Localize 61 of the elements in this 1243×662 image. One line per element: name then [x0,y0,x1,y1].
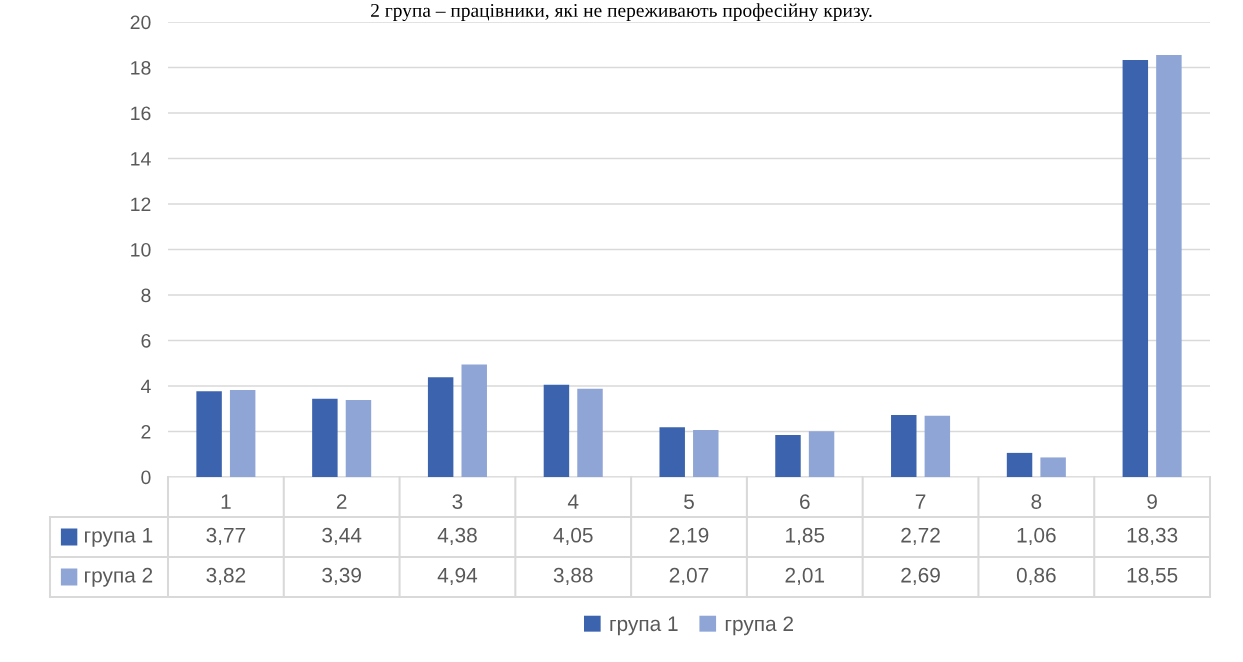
bar [196,391,222,477]
legend-label: група 2 [85,567,153,587]
y-tick-label: 6 [141,333,151,348]
legend-label: група 1 [85,528,153,547]
x-tick-label: 7 [915,494,926,509]
data-label: 3,39 [322,567,361,586]
data-label: 18,33 [1127,527,1178,546]
text: група 1 [610,616,678,636]
bar [229,390,256,477]
data-label: 0,86 [1016,567,1056,586]
bar [693,429,719,477]
data-label: 3,88 [553,567,593,586]
data-label: 4,94 [437,567,478,586]
bar [427,377,454,477]
bar [1006,452,1033,477]
data-label: 2,72 [901,527,940,546]
y-tick-label: 0 [141,470,151,485]
bar [891,415,917,477]
y-tick-label: 16 [131,106,151,121]
x-tick-label: 4 [567,494,579,509]
data-label: 1,06 [1017,527,1056,546]
data-label: 3,44 [322,527,362,546]
bar [924,415,951,477]
text: 2 група – працівники, які не переживають професійну кризу. [371,3,872,21]
bar [345,399,372,477]
data-label: 2,19 [669,527,709,546]
y-tick-label: 18 [131,60,151,75]
y-tick-label: 8 [141,288,151,303]
y-tick-label: 20 [130,15,151,30]
data-label: 2,07 [669,567,709,586]
bar [543,384,570,477]
y-tick-label: 4 [140,379,151,394]
data-label: 4,38 [437,527,477,546]
y-tick-label: 10 [131,242,151,257]
x-tick-label: 1 [221,494,231,509]
bar [577,388,603,477]
x-tick-label: 3 [452,494,463,509]
x-tick-label: 8 [1031,494,1042,509]
bar [659,427,685,477]
bar [1040,457,1066,477]
bar [1122,59,1149,477]
bar [775,434,801,477]
x-tick-label: 6 [800,494,810,509]
x-tick-label: 9 [1147,494,1157,509]
data-label: 1,85 [786,527,825,546]
data-label: 4,05 [553,527,593,546]
text: група 2 [725,616,793,636]
bar [461,364,487,477]
data-label: 2,69 [901,567,940,586]
x-tick-label: 5 [684,494,694,509]
x-tick-label: 2 [336,494,347,509]
y-tick-label: 2 [141,424,151,439]
data-label: 2,01 [785,567,825,586]
data-label: 3,82 [206,567,246,586]
y-tick-label: 14 [131,152,151,166]
bar [808,431,835,477]
data-label: 3,77 [206,527,246,546]
y-tick-label: 12 [131,197,151,212]
data-label: 18,55 [1127,567,1178,586]
bar [312,398,338,477]
bar [1156,54,1182,477]
